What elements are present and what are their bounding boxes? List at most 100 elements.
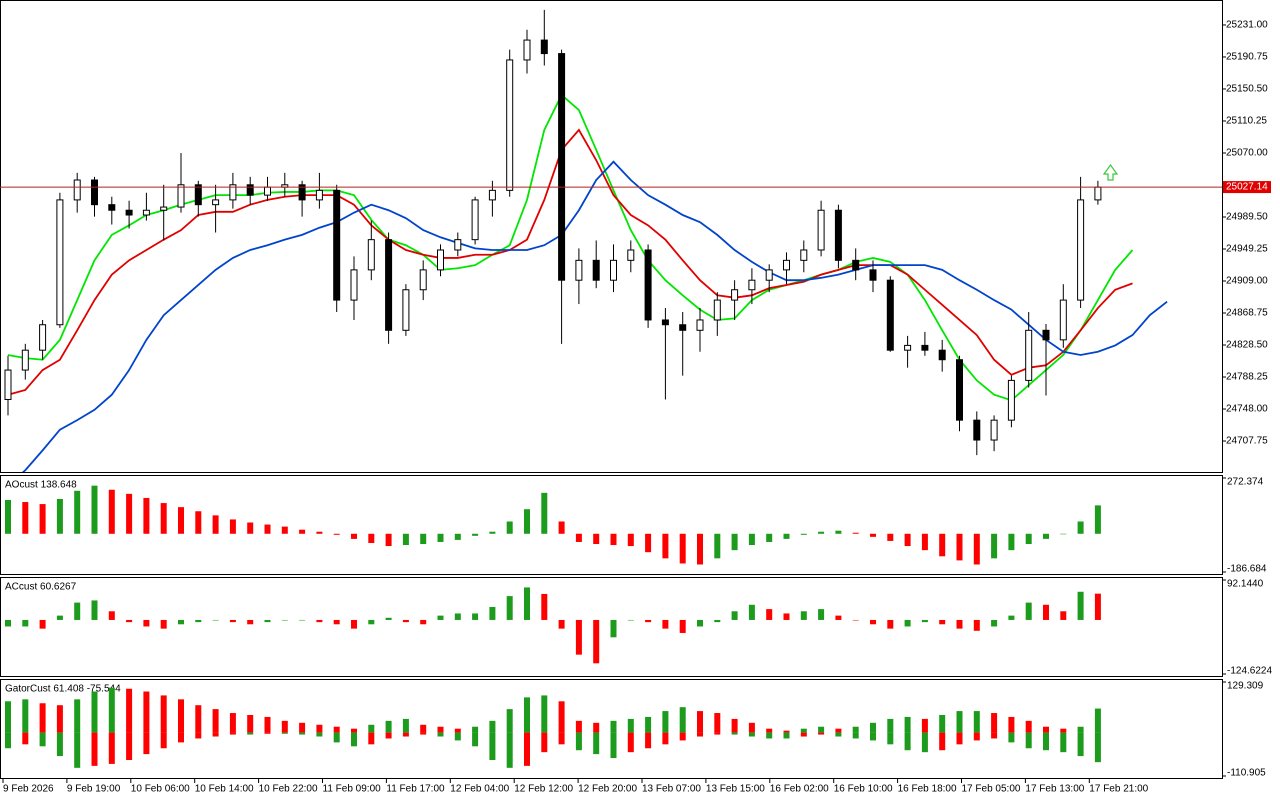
y-tick-label: 25110.25 (1226, 116, 1267, 127)
histogram-bar (489, 606, 496, 620)
histogram-bar (1025, 732, 1032, 749)
histogram-bar (160, 732, 167, 749)
histogram-bar (247, 619, 254, 625)
candle-body (315, 189, 323, 201)
histogram-bar (1025, 720, 1032, 733)
histogram-bar (126, 732, 133, 760)
histogram-bar (956, 533, 963, 561)
histogram-bar (593, 722, 600, 733)
histogram-bar (991, 713, 998, 733)
buy-arrow (1102, 163, 1119, 181)
histogram-bar (1094, 505, 1101, 534)
candle-body (437, 249, 444, 271)
x-tick-label: 13 Feb 07:00 (642, 784, 701, 795)
histogram-bar (212, 732, 219, 737)
histogram-bar (420, 533, 427, 545)
histogram-bar (558, 521, 565, 534)
histogram-bar (420, 619, 427, 625)
histogram-bar (1094, 708, 1101, 733)
histogram-bar (714, 713, 721, 733)
histogram-bar (506, 521, 513, 534)
histogram-bar (887, 533, 894, 541)
histogram-bar (454, 533, 461, 540)
histogram-bar (627, 533, 634, 547)
histogram-bar (212, 515, 219, 534)
histogram-bar (264, 524, 271, 534)
alligator-line (21, 160, 1168, 472)
candle-body (402, 289, 410, 331)
histogram-bar (126, 688, 133, 733)
histogram-bar (22, 619, 29, 627)
panel-title: ACcust 60.6267 (5, 582, 77, 593)
candle-body (39, 324, 47, 351)
histogram-bar (662, 711, 669, 733)
histogram-bar (921, 533, 928, 551)
current-price-box (1223, 181, 1271, 194)
histogram-bar (178, 619, 184, 625)
histogram-bar (593, 732, 600, 755)
histogram-bar (956, 711, 963, 733)
candle-body (488, 189, 496, 201)
histogram-bar (541, 695, 548, 733)
candle-body (904, 344, 912, 351)
candle-body (956, 359, 963, 421)
candle-body (921, 344, 929, 351)
histogram-bar (506, 709, 513, 733)
candle-body (523, 39, 531, 61)
y-tick-label: 24748.00 (1226, 404, 1268, 415)
histogram-bar (160, 503, 167, 534)
histogram-bar (627, 619, 634, 621)
histogram-bar (1008, 732, 1015, 743)
histogram-bar (939, 619, 946, 625)
histogram-bar (281, 732, 288, 734)
histogram-bar (385, 732, 392, 739)
candle-body (696, 319, 704, 331)
candle-body (73, 179, 81, 201)
histogram-bar (1008, 615, 1015, 620)
candle-body (817, 209, 825, 251)
histogram-bar (939, 732, 946, 751)
histogram-bar (1025, 533, 1032, 545)
y-tick-label: -124.6224 (1227, 666, 1272, 677)
candle-body (592, 259, 600, 281)
histogram-bar (316, 531, 323, 534)
x-tick-label: 13 Feb 15:00 (706, 784, 765, 795)
histogram-bar (74, 602, 81, 620)
histogram-bar (368, 619, 375, 625)
histogram-bar (904, 732, 911, 751)
candle-body (834, 209, 842, 261)
histogram-bar (558, 732, 565, 745)
histogram-bar (645, 716, 652, 733)
histogram-bar (351, 728, 357, 733)
histogram-bar (143, 619, 150, 627)
y-tick-label: 25190.75 (1226, 52, 1268, 63)
histogram-bar (402, 732, 409, 737)
histogram-bar (904, 533, 911, 547)
histogram-bar (627, 718, 634, 733)
histogram-bar (904, 619, 911, 627)
histogram-bar (281, 720, 288, 733)
histogram-bar (368, 724, 375, 733)
histogram-bar (5, 701, 11, 733)
histogram-bar (229, 732, 236, 735)
histogram-bar (524, 697, 530, 733)
histogram-bar (74, 490, 81, 534)
histogram-bar (679, 619, 686, 633)
current-price-label: 25027.14 (1226, 182, 1268, 193)
histogram-bar (385, 617, 392, 620)
candle-body (938, 349, 946, 361)
histogram-bar (454, 613, 461, 620)
histogram-bar (956, 732, 963, 745)
histogram-bar (368, 732, 375, 745)
y-tick-label: 24828.50 (1226, 340, 1268, 351)
histogram-bar (126, 619, 133, 623)
y-tick-label: 129.309 (1227, 681, 1264, 692)
histogram-bar (973, 619, 980, 631)
alligator-line (7, 128, 1133, 396)
price-area (4, 9, 1168, 472)
histogram-bar (22, 732, 29, 745)
candle-body (1007, 379, 1015, 421)
histogram-bar (835, 728, 842, 733)
x-tick-label: 10 Feb 14:00 (195, 784, 254, 795)
